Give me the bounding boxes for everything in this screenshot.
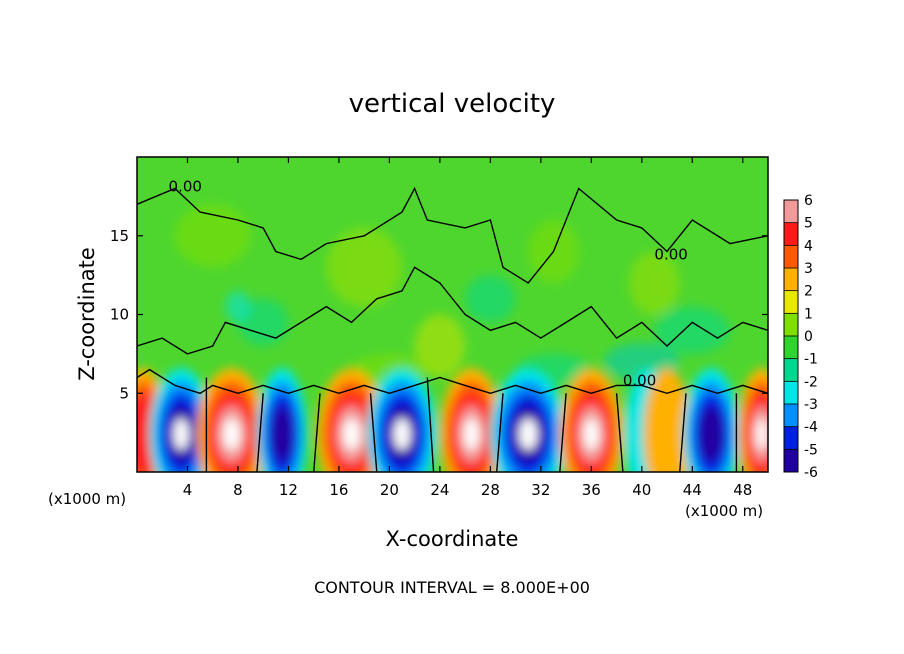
colorbar-swatch [784,222,798,246]
y-axis-label: Z-coordinate [75,247,99,381]
zero-contour [369,393,378,472]
x-axis-label: X-coordinate [386,527,519,551]
x-tick-label: 12 [279,481,298,499]
contour-label: 0.00 [623,371,656,389]
y-tick-label: 5 [119,384,129,402]
colorbar-swatch [784,404,798,428]
field-patch [465,275,516,323]
velocity-field [137,204,768,472]
x-tick-label: 32 [531,481,550,499]
field-patch [654,306,731,354]
y-tick-label: 15 [110,227,129,245]
x-scale-note-left: (x1000 m) [48,490,126,508]
colorbar-swatch [784,336,798,360]
colorbar-label: -3 [804,397,818,413]
zero-contour [313,393,321,472]
y-axis-ticks: 5 10 15 [110,227,768,402]
contour-lines: 0.00 0.00 0.00 [137,178,768,472]
field-patch [174,204,251,268]
colorbar: 6 5 4 3 2 1 0 -1 -2 -3 -4 -5 -6 [783,193,818,481]
field-patch [629,251,680,315]
chart-title: vertical velocity [349,89,556,119]
x-tick-label: 20 [380,481,399,499]
contour-label: 0.00 [169,178,202,196]
colorbar-label: 6 [804,193,813,209]
x-tick-label: 8 [233,481,243,499]
downdraft-cell [173,418,189,451]
contour-interval-note: CONTOUR INTERVAL = 8.000E+00 [314,578,590,597]
colorbar-swatch [784,200,798,224]
x-scale-note-right: (x1000 m) [685,502,763,520]
colorbar-swatch [784,358,798,382]
colorbar-swatch [784,268,798,292]
contour-label: 0.00 [654,245,687,263]
colorbar-label: 0 [804,329,813,345]
updraft-cell [343,418,360,451]
colorbar-swatch [784,449,798,473]
colorbar-label: 1 [804,306,813,322]
updraft-cell [463,418,479,451]
colorbar-label: -6 [804,465,818,481]
downdraft-cell [271,405,293,463]
colorbar-label: 3 [804,261,813,277]
colorbar-label: -5 [804,442,818,458]
plot-area: 0.00 0.00 0.00 [137,157,768,472]
zero-contour [137,266,768,355]
downdraft-cell [519,418,538,451]
y-tick-label: 10 [110,306,129,324]
colorbar-label: 5 [804,216,813,232]
colorbar-swatch [784,245,798,269]
zero-contour [426,377,435,472]
zero-contour [559,393,567,472]
colorbar-label: -2 [804,374,818,390]
zero-contour [496,393,504,472]
x-tick-label: 40 [632,481,651,499]
downdraft-cell [699,405,724,463]
field-patch [225,290,251,323]
colorbar-swatch [784,426,798,450]
colorbar-label: -4 [804,420,818,436]
zero-contour [137,186,768,284]
colorbar-label: -1 [804,352,818,368]
zero-contour [137,368,768,395]
x-tick-label: 4 [183,481,193,499]
field-patch [326,227,402,307]
x-tick-label: 36 [582,481,601,499]
x-axis-ticks: 4 8 12 16 20 24 28 32 36 40 44 48 [183,157,752,499]
colorbar-label: 2 [804,284,813,300]
updraft-cell [223,418,240,451]
field-patch [238,298,289,346]
field-patch [414,314,466,378]
zero-contour [679,393,687,472]
zero-contour [256,393,264,472]
x-tick-label: 24 [430,481,449,499]
x-tick-label: 16 [329,481,348,499]
colorbar-label: 4 [804,238,813,254]
x-tick-label: 44 [683,481,702,499]
zero-contour [615,393,624,472]
x-tick-label: 28 [481,481,500,499]
x-tick-label: 48 [733,481,752,499]
updraft-cell [583,418,599,451]
downdraft-cell [393,418,411,451]
updraft-cell [756,418,768,451]
colorbar-swatch [784,381,798,405]
colorbar-swatch [784,313,798,337]
colorbar-swatch [784,290,798,314]
updraft-cell [643,368,691,472]
